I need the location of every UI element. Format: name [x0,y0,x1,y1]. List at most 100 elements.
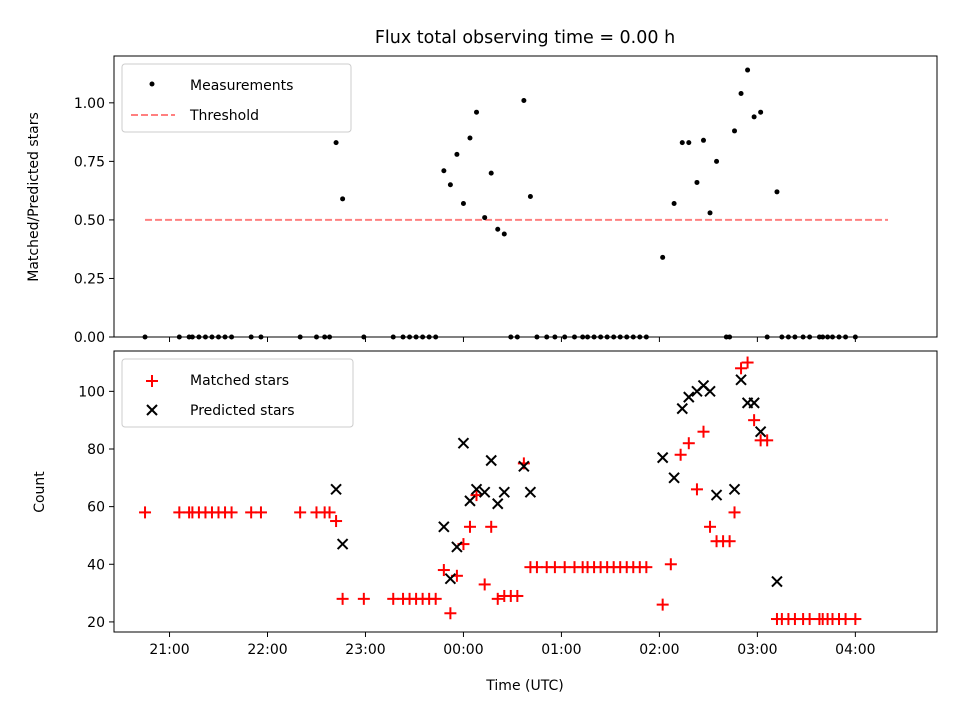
matched-stars-point [704,520,717,533]
y-tick-label: 0.00 [74,330,105,346]
matched-stars-point [690,483,703,496]
y-tick-label: 40 [87,557,105,573]
measurement-point [700,137,706,143]
measurement-point [488,170,494,176]
count-y-axis-label: Count [32,471,48,513]
predicted-stars-point [754,425,767,438]
measurement-point [660,254,666,260]
matched-stars-point [723,535,736,548]
matched-stars-point [674,448,687,461]
chart-title: Flux total observing time = 0.00 h [375,28,675,48]
matched-stars-point [697,425,710,438]
legend-predicted-marker [146,404,158,416]
matched-stars-point [444,607,457,620]
predicted-stars-point [710,489,723,501]
count-legend: Matched stars Predicted stars [121,358,354,428]
matched-stars-point [463,520,476,533]
matched-stars-point [735,362,748,375]
y-tick-label: 100 [78,384,105,400]
predicted-stars-point [492,498,504,510]
legend-matched-label: Matched stars [190,373,289,389]
y-tick-label: 0.25 [74,271,105,287]
matched-stars-point [323,506,336,519]
matched-stars-point [656,598,669,611]
matched-stars-point [225,506,238,519]
count-marks [139,356,862,626]
measurement-point [441,168,447,174]
predicted-stars-point [451,541,463,553]
y-tick-label: 80 [87,442,105,458]
matched-stars-point [664,558,677,571]
predicted-stars-point [457,437,470,449]
matched-stars-point [357,592,370,605]
count-plot-frame [113,350,938,633]
measurement-point [745,67,751,73]
matched-stars-point [640,561,653,574]
x-tick-label: 01:00 [541,642,581,658]
predicted-stars-point [735,374,747,386]
x-tick-label: 23:00 [345,642,385,658]
ratio-panel: Flux total observing time = 0.00 h 0.00 0… [26,28,938,346]
matched-stars-point [728,506,741,519]
predicted-stars-point [470,483,483,496]
predicted-stars-point [683,391,695,403]
matched-stars-point [437,564,450,577]
predicted-stars-point [524,486,537,498]
x-tick-label: 21:00 [149,642,189,658]
predicted-stars-point [676,402,688,415]
measurement-point [694,179,700,185]
ratio-x-axis [169,337,856,342]
matched-stars-point [849,613,862,626]
predicted-stars-point [464,495,476,507]
matched-stars-point [336,592,349,605]
measurement-point [527,194,533,199]
ratio-legend-box [121,63,352,133]
measurement-point [447,182,453,188]
predicted-stars-point [748,397,760,409]
legend-measurements-marker [149,81,155,87]
count-legend-box [121,358,354,428]
predicted-stars-point [704,385,716,398]
predicted-stars-point [438,521,450,533]
matched-stars-point [491,592,504,605]
measurement-point [707,210,713,216]
y-tick-label: 0.75 [74,154,105,170]
predicted-stars-point [771,575,783,588]
matched-stars-point [429,592,442,605]
y-tick-label: 60 [87,500,105,516]
measurement-point [714,158,720,164]
measurement-point [521,97,527,103]
predicted-stars-point [330,483,342,496]
matched-stars-point [761,434,774,447]
x-tick-label: 03:00 [737,642,777,658]
matched-stars-point [139,506,152,519]
measurement-point [501,231,507,237]
legend-measurements-label: Measurements [190,78,293,94]
count-x-axis: 21:00 22:00 23:00 00:00 01:00 02:00 03:00 04:00 [149,632,876,658]
measurement-point [467,135,473,141]
x-tick-label: 22:00 [247,642,287,658]
ratio-legend: Measurements Threshold [121,63,352,133]
measurement-point [732,128,738,134]
measurement-point [671,201,677,207]
ratio-plot-frame [113,55,938,338]
matched-stars-point [478,578,491,591]
matched-stars-point [511,589,524,602]
measurement-point [495,226,501,232]
matched-stars-point [294,506,307,519]
y-tick-label: 20 [87,615,105,631]
predicted-stars-point [668,472,680,484]
matched-stars-point [330,515,343,528]
legend-predicted-label: Predicted stars [190,403,295,419]
x-tick-label: 00:00 [443,642,483,658]
predicted-stars-point [485,454,497,467]
predicted-stars-point [518,460,530,472]
matched-stars-point [682,437,695,450]
measurement-point [774,189,780,195]
ratio-y-axis: 0.00 0.25 0.50 0.75 1.00 [74,96,114,346]
predicted-stars-point [656,451,669,464]
measurement-point [474,109,480,115]
x-tick-label: 02:00 [639,642,679,658]
measurement-point [738,90,744,96]
